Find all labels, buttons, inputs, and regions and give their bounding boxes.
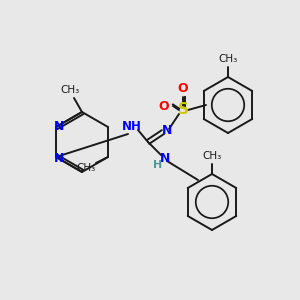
Text: N: N [162,124,172,136]
Text: O: O [178,82,188,94]
Text: NH: NH [122,121,142,134]
Text: CH₃: CH₃ [76,163,96,173]
Text: CH₃: CH₃ [202,151,222,161]
Text: N: N [54,119,64,133]
Text: H: H [153,160,163,170]
Text: S: S [178,103,188,118]
Text: O: O [159,100,169,112]
Text: CH₃: CH₃ [60,85,80,95]
Text: N: N [160,152,170,164]
Text: N: N [54,152,64,164]
Text: CH₃: CH₃ [218,54,238,64]
